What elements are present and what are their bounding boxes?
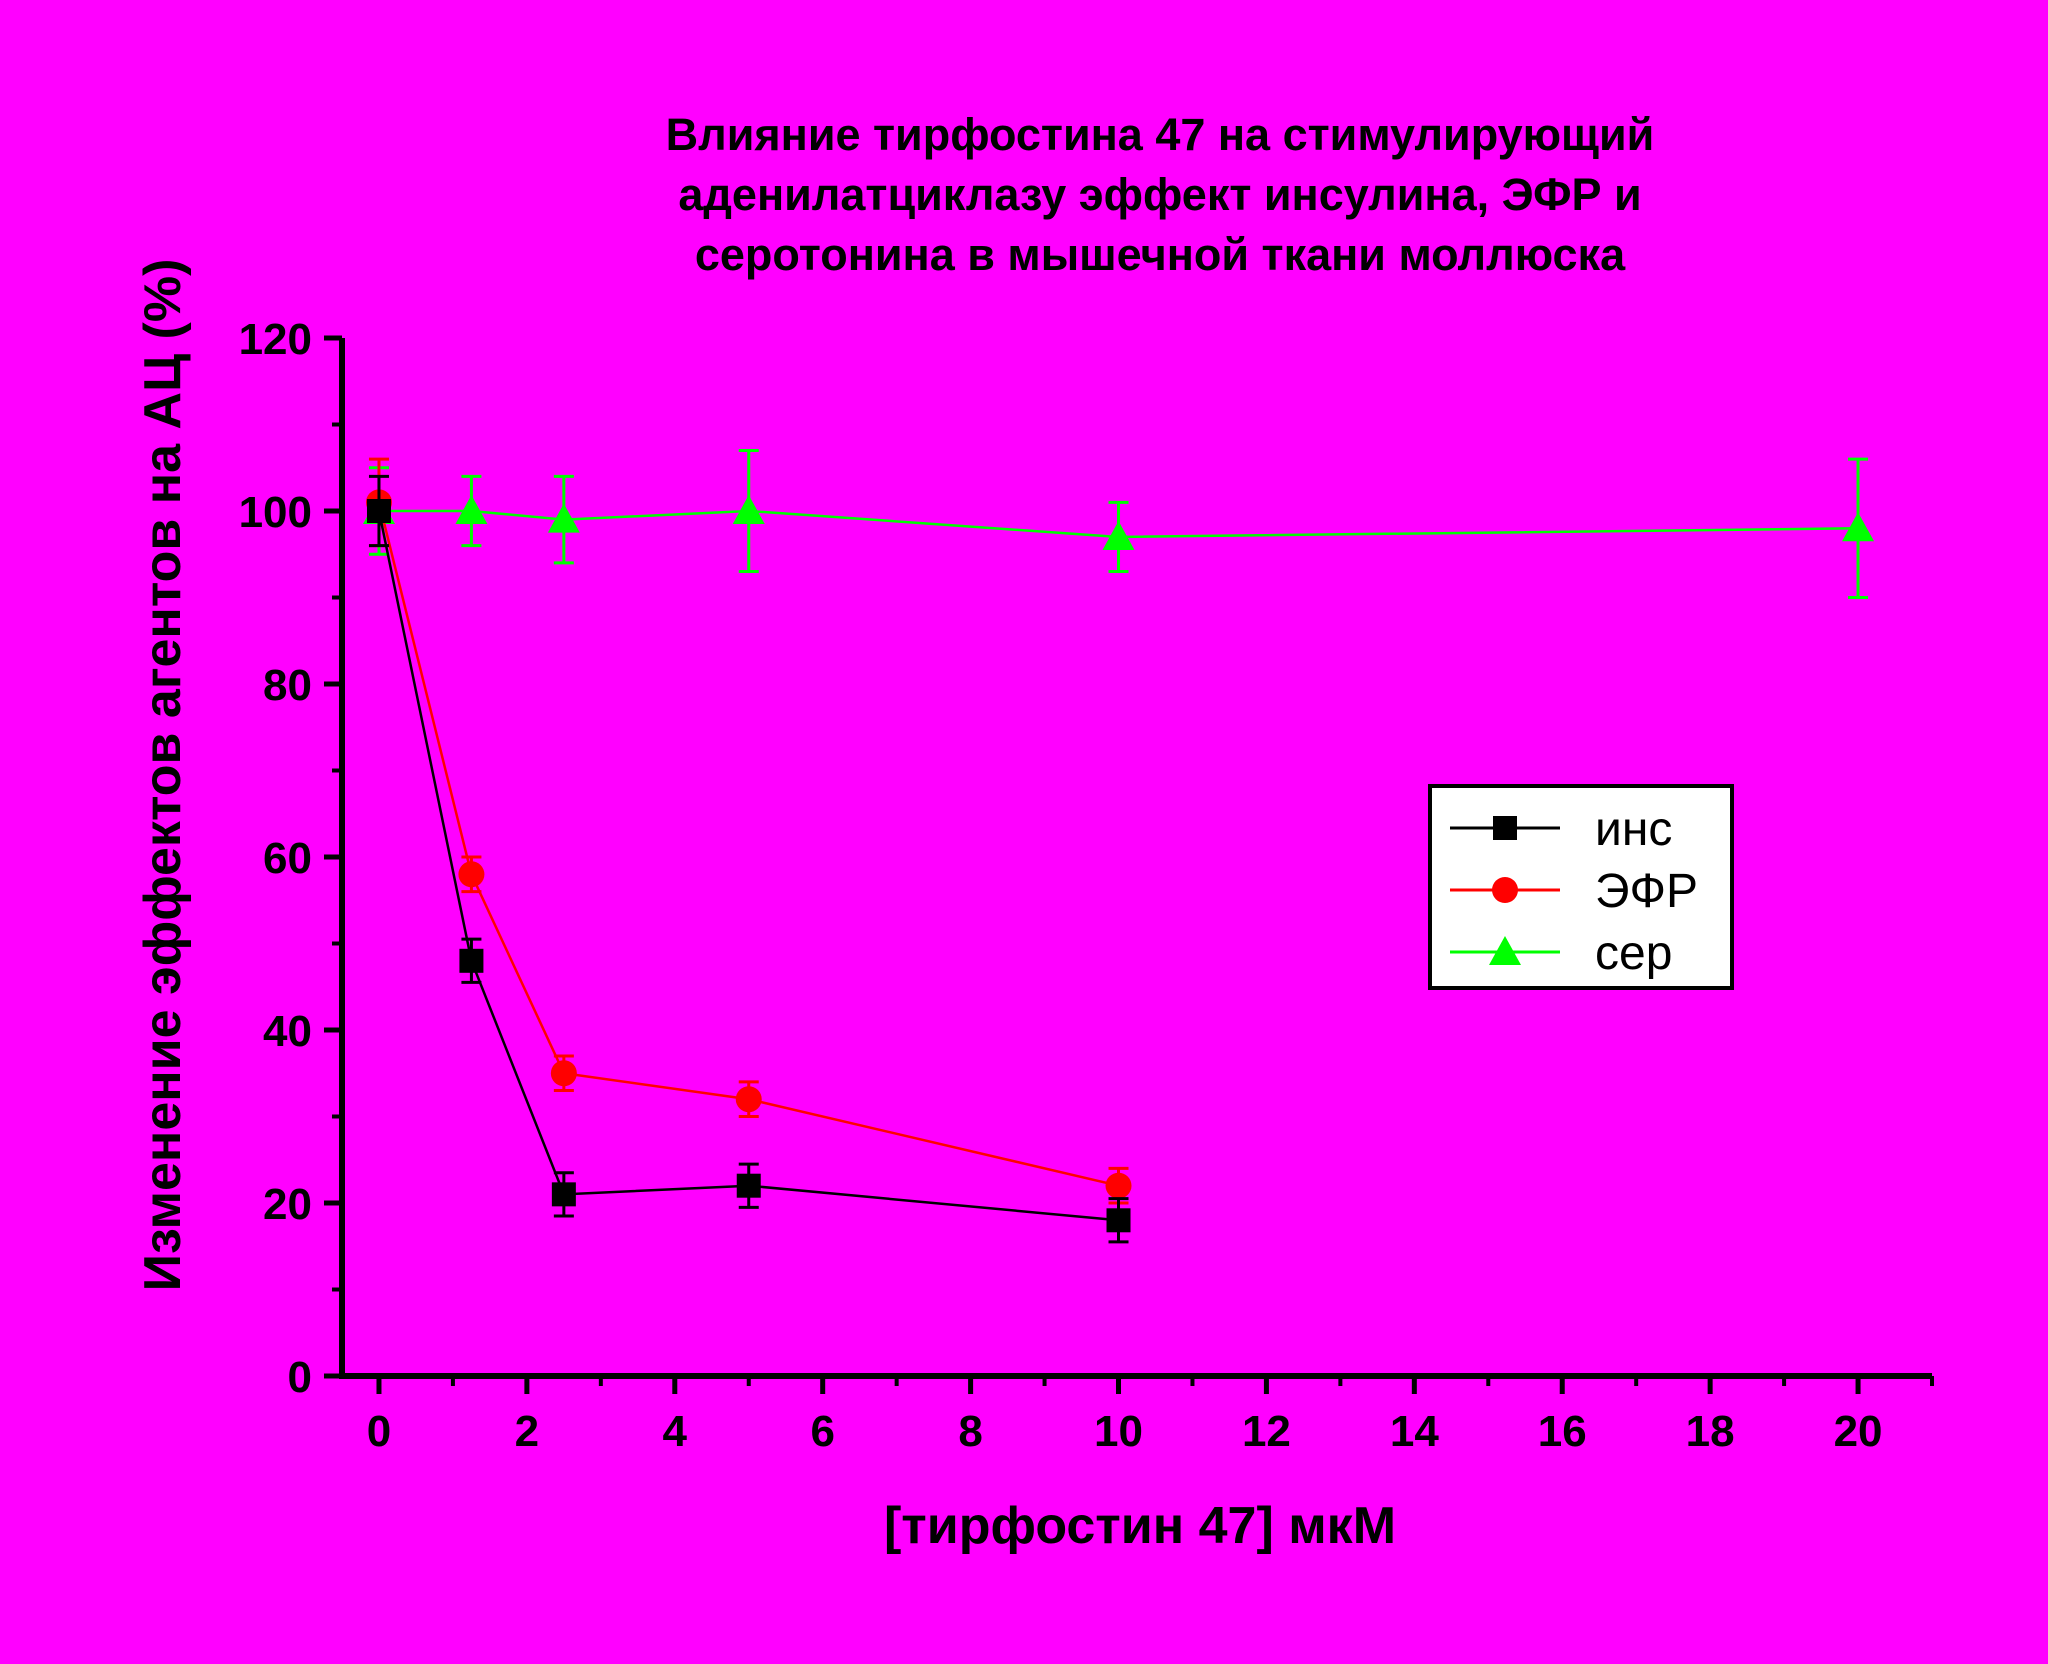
title-line-2: аденилатциклазу эффект инсулина, ЭФР и	[678, 169, 1641, 220]
data-point	[459, 948, 484, 973]
legend-label: сер	[1595, 927, 1672, 980]
data-point	[1106, 1208, 1131, 1233]
data-point	[1842, 512, 1875, 542]
legend-item: инс	[1450, 803, 1672, 856]
x-tick-label: 14	[1390, 1407, 1439, 1456]
x-tick-label: 2	[515, 1407, 539, 1456]
title-line-1: Влияние тирфостина 47 на стимулирующий	[666, 109, 1655, 160]
series-layer	[362, 448, 1875, 1244]
y-tick-label: 0	[288, 1353, 312, 1402]
x-tick-label: 0	[367, 1407, 391, 1456]
data-point	[735, 1086, 762, 1113]
legend-marker	[1489, 936, 1521, 965]
x-tick-label: 20	[1834, 1407, 1883, 1456]
series-1	[366, 474, 1131, 1244]
data-point	[547, 503, 580, 533]
x-tick-label: 4	[663, 1407, 688, 1456]
y-axis-label: Изменение эффектов агентов на АЦ (%)	[134, 259, 192, 1292]
data-point	[732, 495, 765, 524]
x-tick-label: 10	[1094, 1407, 1143, 1456]
x-tick-label: 12	[1242, 1407, 1291, 1456]
legend-marker	[1493, 816, 1517, 840]
x-tick-label: 8	[958, 1407, 982, 1456]
legend-label: ЭФР	[1595, 865, 1698, 918]
data-point	[366, 499, 391, 523]
data-point	[736, 1173, 761, 1198]
axes: 0 20 40 60 80 100 120 0 2 4 6 8 10 12 14 16 18 20	[239, 315, 1934, 1456]
y-tick-label: 20	[263, 1180, 312, 1229]
x-axis-label: [тирфостин 47] мкМ	[884, 1497, 1396, 1555]
x-tick-label: 16	[1538, 1407, 1587, 1456]
x-tick-label: 6	[810, 1407, 834, 1456]
legend: инс ЭФР сер	[1428, 784, 1734, 990]
title-line-3: серотонина в мышечной ткани моллюска	[695, 229, 1626, 280]
data-point	[550, 1060, 577, 1087]
y-tick-label: 40	[263, 1007, 312, 1056]
data-point	[458, 861, 485, 888]
legend-marker	[1492, 877, 1518, 903]
y-tick-label: 60	[263, 834, 312, 883]
legend-item: ЭФР	[1450, 865, 1698, 918]
legend-item: сер	[1450, 927, 1672, 980]
x-tick-label: 18	[1686, 1407, 1735, 1456]
y-tick-label: 120	[239, 315, 312, 364]
legend-label: инс	[1595, 803, 1672, 856]
data-point	[551, 1182, 576, 1207]
legend-box	[1428, 784, 1734, 990]
y-tick-label: 100	[239, 488, 312, 537]
chart-title: Влияние тирфостина 47 на стимулирующий а…	[666, 109, 1655, 280]
data-point	[1102, 520, 1135, 550]
data-point	[455, 495, 488, 524]
series-line	[378, 509, 1859, 539]
y-tick-label: 80	[263, 661, 312, 710]
data-point	[1105, 1172, 1132, 1199]
series-3	[362, 448, 1875, 599]
